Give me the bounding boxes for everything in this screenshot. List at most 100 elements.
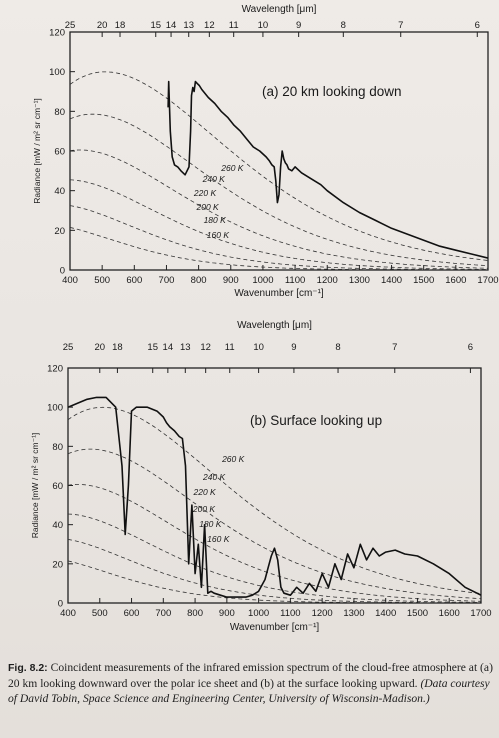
x-tick-label: 700 [159,275,175,286]
x-tick-label: 800 [187,608,203,619]
top-tick-label: 14 [166,20,177,31]
y-tick-label: 80 [54,107,65,118]
top-tick-label: 25 [65,20,76,31]
x-tick-label: 1100 [285,275,305,286]
top-tick-label: 13 [180,342,191,353]
x-tick-label: 600 [124,608,140,619]
top-tick-label: 6 [475,20,480,31]
x-tick-label: 400 [60,608,76,619]
blackbody-curve-260k [68,406,481,594]
top-tick-label: 11 [225,342,235,353]
curve-label-240k: 240 K [202,174,226,184]
x-tick-label: 500 [92,608,108,619]
top-tick-label: 20 [97,20,108,31]
top-tick-label: 25 [63,342,74,353]
blackbody-curve-180k [70,205,488,270]
x-tick-label: 1100 [280,608,300,619]
top-tick-label: 7 [392,342,397,353]
curve-label-160k: 160 K [207,230,230,240]
y-tick-label: 100 [49,67,65,78]
top-tick-label: 10 [253,342,264,353]
curve-label-220k: 220 K [192,487,216,497]
top-tick-label: 6 [468,342,473,353]
panel-title: (b) Surface looking up [250,413,382,428]
y-tick-label: 60 [54,147,65,158]
plot-frame [69,31,489,271]
figure-caption: Fig. 8.2: Coincident measurements of the… [8,660,494,706]
top-tick-label: 8 [341,20,346,31]
curve-label-180k: 180 K [204,215,227,225]
curve-label-260k: 260 K [221,454,245,464]
curve-label-220k: 220 K [193,188,217,198]
x-tick-label: 1200 [312,608,333,619]
blackbody-curve-160k [70,227,488,270]
blackbody-curve-160k [68,560,481,603]
blackbody-curve-220k [70,149,488,269]
y-axis-label: Radiance [mW / m² sr cm⁻¹] [32,98,42,204]
top-axis-label: Wavelength [μm] [242,4,317,15]
caption-text: Coincident measurements of the infrared … [8,661,493,690]
blackbody-curve-220k [68,484,481,602]
y-tick-label: 20 [52,559,63,570]
blackbody-curve-240k [68,448,481,600]
blackbody-curve-200k [68,513,481,603]
top-tick-label: 18 [115,20,126,31]
top-tick-label: 9 [296,20,301,31]
top-tick-label: 11 [229,20,239,31]
top-tick-label: 15 [150,20,161,31]
x-tick-label: 500 [94,275,110,286]
curve-label-200k: 200 K [196,202,220,212]
top-tick-label: 12 [204,20,215,31]
top-tick-label: 7 [398,20,403,31]
top-tick-label: 14 [163,342,174,353]
x-tick-label: 1500 [413,275,434,286]
caption-credit: (Data courtesy of David Tobin, Space Sci… [8,677,490,705]
blackbody-curve-240k [70,113,488,266]
y-tick-label: 120 [47,364,63,375]
top-tick-label: 15 [147,342,158,353]
curve-label-200k: 200 K [192,504,216,514]
x-tick-label: 1500 [407,608,428,619]
x-tick-label: 900 [219,608,235,619]
curve-label-160k: 160 K [207,534,230,544]
x-tick-label: 1300 [343,608,364,619]
x-tick-label: 1400 [381,275,402,286]
y-axis-label: Radiance [mW / m² sr cm⁻¹] [30,433,40,539]
x-tick-label: 1000 [252,275,273,286]
x-tick-label: 700 [155,608,171,619]
x-tick-label: 1700 [470,608,491,619]
y-tick-label: 120 [49,28,65,39]
top-tick-label: 20 [94,342,105,353]
x-axis-label: Wavenumber [cm⁻¹] [230,622,320,633]
plot-frame [67,367,482,604]
x-tick-label: 1600 [439,608,460,619]
spectrum-line [68,396,481,598]
x-tick-label: 1200 [317,275,338,286]
top-tick-label: 13 [183,20,194,31]
x-tick-label: 900 [223,275,239,286]
y-tick-label: 40 [52,520,63,531]
top-tick-label: 12 [200,342,211,353]
x-tick-label: 1400 [375,608,396,619]
curve-label-260k: 260 K [220,163,244,173]
y-tick-label: 40 [54,186,65,197]
x-tick-label: 1000 [248,608,269,619]
y-tick-label: 0 [60,266,65,277]
x-tick-label: 1700 [477,275,498,286]
spectrum-line [167,80,488,259]
y-tick-label: 0 [58,599,63,610]
x-tick-label: 800 [191,275,207,286]
y-tick-label: 80 [52,442,63,453]
x-tick-label: 600 [126,275,142,286]
panel-title: (a) 20 km looking down [262,84,402,99]
y-tick-label: 20 [54,226,65,237]
y-tick-label: 60 [52,481,63,492]
curve-label-180k: 180 K [199,519,222,529]
x-tick-label: 1300 [349,275,370,286]
x-axis-label: Wavenumber [cm⁻¹] [234,288,324,299]
x-tick-label: 1600 [445,275,466,286]
top-tick-label: 8 [335,342,340,353]
